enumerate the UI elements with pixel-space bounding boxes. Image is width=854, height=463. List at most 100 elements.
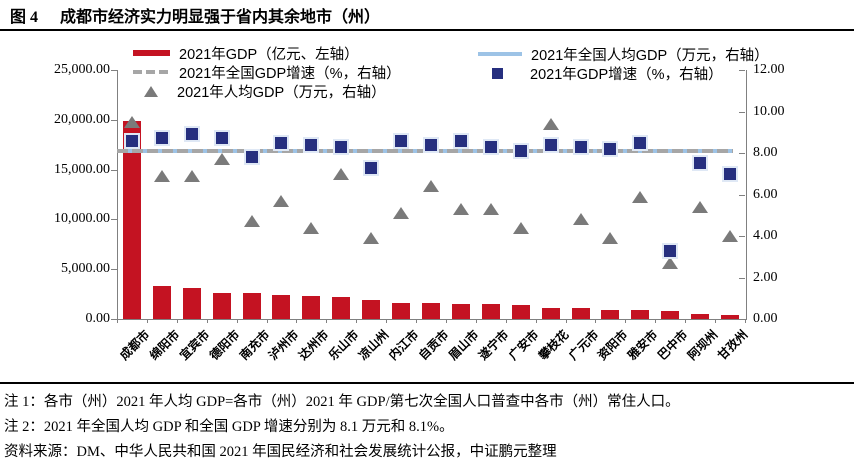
legend-label-national-gdp-growth: 2021年全国GDP增速（%，右轴）	[179, 65, 401, 82]
gdp-growth-square	[662, 242, 679, 259]
per-capita-gdp-triangle	[722, 230, 739, 242]
per-capita-gdp-triangle	[452, 203, 469, 216]
gray-dashed-line-legend-marker	[133, 70, 170, 74]
per-capita-gdp-triangle	[482, 203, 499, 216]
gdp-growth-square	[393, 132, 410, 149]
right-axis-tick	[739, 70, 745, 71]
gdp-growth-square	[452, 132, 469, 149]
gdp-bar	[152, 285, 171, 319]
chart-area: 2021年GDP（亿元、左轴） 2021年全国GDP增速（%，右轴） 2021年…	[0, 32, 854, 382]
right-axis-tick-label: 12.00	[753, 62, 785, 77]
per-capita-gdp-triangle	[393, 207, 410, 220]
legend-label-gdp-bar: 2021年GDP（亿元、左轴）	[179, 46, 359, 63]
per-capita-gdp-triangle	[602, 232, 619, 245]
left-axis-tick-label: 0.00	[85, 311, 111, 326]
left-axis-tick	[111, 319, 117, 320]
note-1: 注 1：各市（州）2021 年人均 GDP=各市（州）2021 年 GDP/第七…	[4, 394, 680, 410]
right-axis-tick	[739, 111, 745, 113]
x-axis-category-label: 乐山市	[326, 327, 362, 363]
left-axis-tick	[111, 219, 117, 221]
x-axis-tick	[296, 319, 298, 323]
gdp-bar	[392, 303, 411, 319]
x-axis-tick	[535, 319, 537, 323]
gdp-bar	[451, 303, 470, 319]
gdp-growth-square	[363, 159, 380, 176]
left-axis-tick-label: 25,000.00	[54, 62, 110, 77]
per-capita-gdp-triangle	[153, 169, 170, 182]
x-axis-tick	[565, 319, 567, 323]
gdp-bar	[362, 300, 381, 319]
legend-right: 2021年全国人均GDP（万元，右轴） 2021年GDP增速（%，右轴）	[478, 46, 769, 83]
x-axis-tick	[206, 319, 208, 323]
gdp-growth-square	[423, 136, 439, 153]
red-bar-legend-marker	[133, 50, 170, 56]
gdp-growth-square	[632, 134, 649, 151]
figure-title-row: 图 4 成都市经济实力明显强于省内其余地市（州）	[0, 0, 854, 31]
legend-item-gdp-growth: 2021年GDP增速（%，右轴）	[478, 65, 769, 83]
gdp-bar	[122, 120, 141, 319]
gdp-bar	[242, 293, 261, 319]
per-capita-gdp-triangle	[662, 256, 679, 269]
x-axis-category-label: 遂宁市	[475, 327, 512, 363]
gdp-bar	[481, 304, 500, 319]
navy-square-legend-marker	[492, 67, 503, 79]
blue-line-legend-marker	[478, 52, 522, 56]
left-axis-tick-label: 20,000.00	[54, 111, 110, 127]
gdp-bar	[661, 311, 680, 319]
x-axis-tick	[117, 319, 118, 323]
per-capita-gdp-triangle	[423, 180, 439, 193]
gdp-bar	[571, 307, 590, 319]
x-axis-category-label: 自贡市	[415, 327, 452, 363]
x-axis-category-label: 泸州市	[266, 327, 302, 363]
gdp-growth-square	[722, 165, 739, 182]
x-axis-tick	[356, 319, 358, 323]
right-axis-tick	[739, 194, 745, 196]
legend-label-gdp-growth: 2021年GDP增速（%，右轴）	[530, 66, 723, 83]
legend-item-gdp-bar: 2021年GDP（亿元、左轴）	[133, 45, 401, 63]
x-axis-category-label: 资阳市	[595, 327, 631, 363]
right-axis-tick-label: 4.00	[753, 228, 778, 243]
per-capita-gdp-triangle	[123, 115, 140, 128]
x-axis-category-label: 凉山州	[356, 327, 392, 363]
legend-label-national-per-capita-gdp: 2021年全国人均GDP（万元，右轴）	[531, 47, 769, 64]
x-axis-category-label: 眉山市	[445, 327, 482, 363]
left-axis-tick	[111, 119, 117, 121]
gdp-bar	[631, 309, 650, 319]
x-axis-tick	[655, 319, 657, 323]
gdp-growth-square	[273, 134, 290, 151]
per-capita-gdp-triangle	[542, 117, 559, 130]
left-axis-tick-label: 5,000.00	[61, 261, 110, 277]
x-axis-tick	[625, 319, 627, 323]
x-axis-category-label: 内江市	[386, 327, 422, 363]
figure-title: 成都市经济实力明显强于省内其余地市（州）	[60, 8, 381, 26]
plot-layer: 25,000.00 20,000.00 15,000.00 10,000.00 5,00…	[0, 32, 854, 382]
gdp-growth-square	[512, 142, 529, 159]
gdp-growth-square	[692, 155, 709, 172]
figure-number: 图 4	[10, 8, 39, 26]
right-axis-tick-label: 0.00	[753, 311, 778, 326]
per-capita-gdp-triangle	[572, 213, 589, 226]
x-axis-tick	[445, 319, 447, 323]
source-line: 资料来源：DM、中华人民共和国 2021 年国民经济和社会发展统计公报，中证鹏元…	[4, 444, 557, 460]
x-axis-category-label: 巴中市	[655, 327, 691, 363]
x-axis-category-label: 攀枝花	[535, 327, 571, 363]
legend-left: 2021年GDP（亿元、左轴） 2021年全国GDP增速（%，右轴） 2021年…	[133, 45, 401, 101]
gdp-growth-square	[183, 126, 200, 143]
note-2: 注 2：2021 年全国人均 GDP 和全国 GDP 增速分别为 8.1 万元和…	[4, 419, 454, 435]
x-axis-category-label: 广安市	[505, 327, 542, 363]
right-axis-tick	[739, 319, 745, 320]
per-capita-gdp-triangle	[273, 194, 290, 207]
x-axis-tick	[266, 319, 268, 323]
x-axis-tick	[176, 319, 178, 323]
right-axis-tick-label: 6.00	[753, 186, 778, 202]
gdp-growth-square	[482, 138, 499, 155]
per-capita-gdp-triangle	[692, 200, 709, 213]
right-axis-tick-label: 10.00	[753, 103, 785, 119]
gdp-growth-square	[333, 138, 350, 155]
x-axis-category-label: 成都市	[116, 327, 153, 363]
x-axis-category-label: 宜宾市	[176, 327, 213, 363]
gdp-growth-square	[303, 136, 320, 153]
per-capita-gdp-triangle	[363, 232, 380, 245]
left-axis-tick	[111, 169, 117, 171]
